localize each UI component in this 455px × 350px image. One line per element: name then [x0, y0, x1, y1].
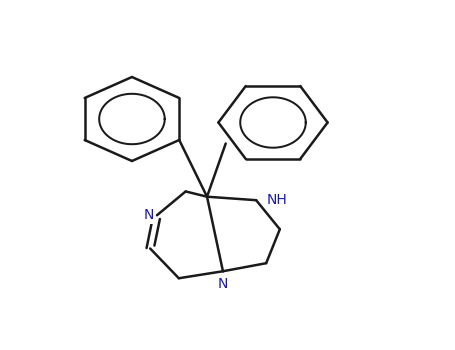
Text: NH: NH	[266, 193, 287, 207]
Text: N: N	[218, 276, 228, 290]
Text: N: N	[144, 208, 154, 222]
